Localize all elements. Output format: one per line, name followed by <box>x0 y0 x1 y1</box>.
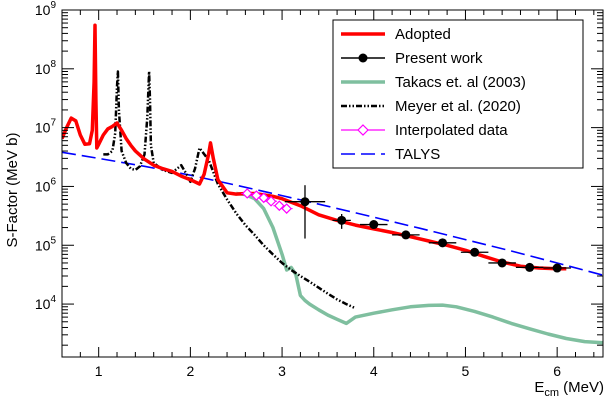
legend-label: TALYS <box>395 146 440 163</box>
y-tick-label: 106 <box>35 176 57 194</box>
legend-entry: Present work <box>341 50 483 67</box>
x-axis-label: Ecm (MeV) <box>534 379 604 399</box>
axes-layer: 1 2 3 4 5 6 104 105 106 107 108 109 <box>35 0 604 379</box>
data-marker <box>525 262 535 272</box>
legend-entry: Interpolated data <box>341 122 508 139</box>
legend-entry: Adopted <box>341 26 451 43</box>
x-tick-label: 1 <box>95 363 103 379</box>
legend-label: Meyer et al. (2020) <box>395 98 521 115</box>
legend: Adopted Present work Takacs et. al (2003) M… <box>332 19 584 169</box>
diamond-marker <box>258 192 270 204</box>
present-work-point <box>332 213 351 229</box>
data-marker <box>552 263 562 273</box>
x-tick-label: 5 <box>462 363 470 379</box>
present-work-point <box>543 263 571 273</box>
data-marker <box>337 215 347 225</box>
y-tick-label: 109 <box>35 0 57 18</box>
data-marker <box>300 197 310 207</box>
interpolated-point <box>257 192 270 204</box>
diamond-marker <box>281 203 293 214</box>
series-layer <box>62 23 603 345</box>
legend-box <box>332 19 584 169</box>
x-tick-label: 2 <box>186 363 194 379</box>
diamond-marker <box>265 195 277 207</box>
data-marker <box>369 220 379 230</box>
x-tick-label: 4 <box>370 363 378 379</box>
legend-label: Adopted <box>395 26 451 43</box>
y-axis-label: S-Factor (MeV b) <box>4 132 21 247</box>
present-work-point <box>360 220 388 230</box>
legend-swatch-marker <box>357 124 369 136</box>
legend-label: Takacs et. al (2003) <box>395 74 526 91</box>
interpolated-point <box>265 195 278 207</box>
series-line-5 <box>62 151 603 276</box>
present-work-point <box>392 230 420 240</box>
legend-entry: Meyer et al. (2020) <box>341 98 521 115</box>
plot-frame <box>61 9 604 358</box>
data-marker <box>438 238 448 248</box>
y-tick-label: 108 <box>35 59 57 77</box>
interpolated-point <box>241 188 254 199</box>
present-work-point <box>284 185 326 239</box>
data-marker <box>497 258 507 268</box>
diamond-marker <box>273 200 285 212</box>
present-work-point <box>460 247 489 257</box>
legend-entry: TALYS <box>341 146 440 163</box>
data-marker <box>470 247 480 257</box>
interpolated-point <box>280 203 293 214</box>
series-line-2 <box>236 191 603 345</box>
legend-entry: Takacs et. al (2003) <box>341 74 526 91</box>
x-tick-label: 6 <box>553 363 561 379</box>
interpolated-point <box>273 200 286 212</box>
diamond-marker <box>241 188 253 199</box>
data-marker <box>401 230 411 240</box>
legend-swatch-marker <box>358 53 368 63</box>
y-tick-label: 107 <box>35 118 57 136</box>
x-tick-label: 3 <box>278 363 286 379</box>
series-line-3 <box>103 70 356 310</box>
legend-label: Interpolated data <box>395 122 508 139</box>
legend-label: Present work <box>395 50 483 67</box>
y-tick-label: 104 <box>35 294 57 312</box>
y-tick-label: 105 <box>35 235 57 253</box>
present-work-point <box>428 238 457 248</box>
present-work-point <box>515 262 544 272</box>
present-work-point <box>488 258 516 268</box>
